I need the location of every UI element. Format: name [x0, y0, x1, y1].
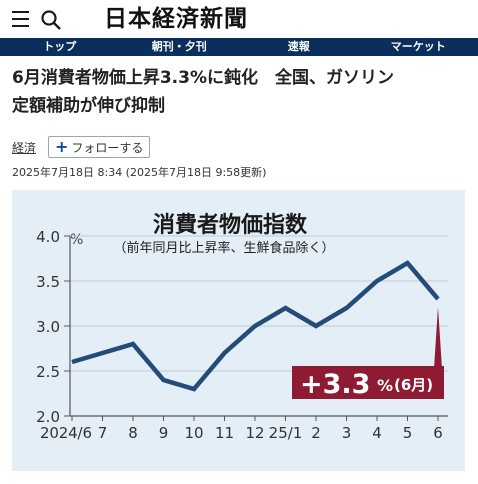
- article-meta: 経済 + フォローする: [12, 136, 151, 158]
- x-tick-label: 3: [342, 424, 352, 442]
- chart-canvas: 消費者物価指数 （前年同月比上昇率、生鮮食品除く） % 2.0 2.5 3.0 3.5…: [36, 212, 448, 442]
- headline-line-1: 6月消費者物価上昇3.3%に鈍化 全国、ガソリン: [12, 68, 394, 88]
- nav-item-paper-edition[interactable]: 朝刊・夕刊: [151, 40, 207, 53]
- y-tick-label: 3.0: [36, 318, 60, 336]
- callout-pointer: [433, 307, 443, 384]
- x-tick-label: 10: [184, 424, 203, 442]
- callout-unit: %: [377, 376, 393, 395]
- nav-item-market[interactable]: マーケット: [390, 40, 446, 53]
- y-tick-label: 2.5: [36, 363, 60, 381]
- x-tick-label: 25/1: [269, 424, 303, 442]
- x-tick-label: 6: [433, 424, 443, 442]
- x-tick-label: 4: [372, 424, 382, 442]
- chart-subtitle: （前年同月比上昇率、生鮮食品除く）: [113, 240, 334, 256]
- site-logo[interactable]: 日本経済新聞: [104, 5, 248, 32]
- category-link[interactable]: 経済: [12, 140, 37, 155]
- x-tick-label: 5: [403, 424, 413, 442]
- follow-button[interactable]: + フォローする: [48, 136, 151, 158]
- nav-item-breaking-news[interactable]: 速報: [287, 40, 310, 53]
- article-headline: 6月消費者物価上昇3.3%に鈍化 全国、ガソリン 定額補助が伸び抑制: [12, 64, 468, 120]
- callout-note: (6月): [394, 376, 433, 394]
- plus-icon: +: [55, 137, 69, 156]
- x-tick-label: 7: [98, 424, 108, 442]
- follow-label: フォローする: [71, 140, 144, 155]
- y-axis-unit: %: [70, 232, 83, 248]
- callout-box: [292, 366, 444, 399]
- cpi-chart: 消費者物価指数 （前年同月比上昇率、生鮮食品除く） % 2.0 2.5 3.0 3.5…: [12, 190, 465, 471]
- x-tick-label: 2: [311, 424, 321, 442]
- chart-title: 消費者物価指数: [153, 212, 308, 238]
- top-bar: 日本経済新聞: [0, 0, 478, 38]
- x-tick-label: 9: [159, 424, 169, 442]
- x-tick-label: 8: [128, 424, 138, 442]
- headline-line-2: 定額補助が伸び抑制: [12, 96, 165, 116]
- callout-value: +3.3: [300, 369, 370, 400]
- y-tick-label: 4.0: [36, 228, 60, 246]
- y-tick-label: 2.0: [36, 408, 60, 426]
- x-tick-label: 11: [215, 424, 234, 442]
- y-tick-label: 3.5: [36, 273, 60, 291]
- hamburger-menu-icon[interactable]: [12, 11, 29, 27]
- nav-item-top[interactable]: トップ: [43, 40, 77, 53]
- search-icon[interactable]: [40, 9, 62, 31]
- x-tick-label: 12: [245, 424, 264, 442]
- x-tick-label: 2024/6: [40, 424, 92, 442]
- nav-bar: トップ 朝刊・夕刊 速報 マーケット: [0, 38, 478, 56]
- article-timestamp: 2025年7月18日 8:34 (2025年7月18日 9:58更新): [12, 166, 267, 179]
